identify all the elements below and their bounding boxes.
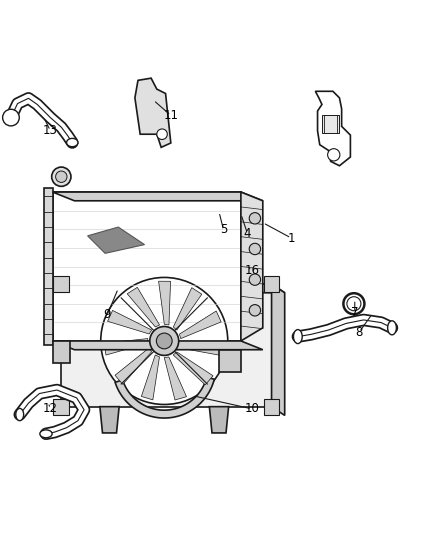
Polygon shape [315,91,350,166]
Text: 16: 16 [244,264,259,277]
Text: 9: 9 [103,308,111,321]
Polygon shape [241,192,263,341]
Polygon shape [53,399,69,415]
Polygon shape [219,350,241,372]
Text: 10: 10 [244,402,259,415]
Polygon shape [127,287,159,327]
Circle shape [249,304,261,316]
Polygon shape [209,407,229,433]
Text: 1: 1 [287,231,295,245]
Polygon shape [53,341,70,363]
Ellipse shape [67,139,78,147]
Ellipse shape [293,329,302,344]
Circle shape [249,213,261,224]
Text: 7: 7 [351,306,359,319]
Polygon shape [44,188,53,345]
Polygon shape [264,399,279,415]
Circle shape [56,171,67,182]
Polygon shape [53,276,69,292]
Polygon shape [141,355,159,400]
Circle shape [328,149,340,161]
Polygon shape [264,276,279,292]
Polygon shape [173,352,213,385]
Circle shape [157,129,167,140]
Circle shape [156,333,172,349]
Polygon shape [173,288,202,330]
Polygon shape [135,78,171,147]
Text: 13: 13 [43,124,58,137]
Polygon shape [61,284,272,407]
Polygon shape [53,192,263,201]
Polygon shape [115,348,152,384]
Text: 5: 5 [220,223,227,236]
Polygon shape [88,227,145,253]
Polygon shape [159,281,170,325]
Circle shape [52,167,71,187]
Polygon shape [61,284,285,293]
Circle shape [150,327,179,356]
Ellipse shape [388,321,396,335]
Polygon shape [53,341,263,350]
Text: 8: 8 [356,326,363,338]
Polygon shape [100,407,119,433]
Ellipse shape [16,408,24,421]
Text: 11: 11 [163,109,178,122]
Text: 12: 12 [43,402,58,415]
Polygon shape [180,343,224,356]
Circle shape [249,243,261,255]
Circle shape [3,109,19,126]
Polygon shape [180,311,221,338]
Polygon shape [104,338,148,355]
Polygon shape [53,192,241,341]
Polygon shape [322,115,339,133]
Polygon shape [272,284,285,415]
Text: 4: 4 [244,227,251,240]
Polygon shape [108,310,152,334]
Circle shape [101,278,228,405]
Polygon shape [115,377,214,418]
Circle shape [249,274,261,285]
Ellipse shape [40,430,52,438]
Polygon shape [164,357,187,400]
